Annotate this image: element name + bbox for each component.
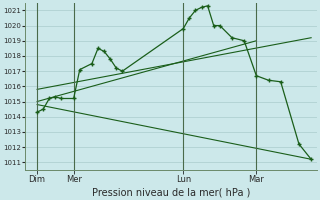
X-axis label: Pression niveau de la mer( hPa ): Pression niveau de la mer( hPa ) [92, 187, 250, 197]
